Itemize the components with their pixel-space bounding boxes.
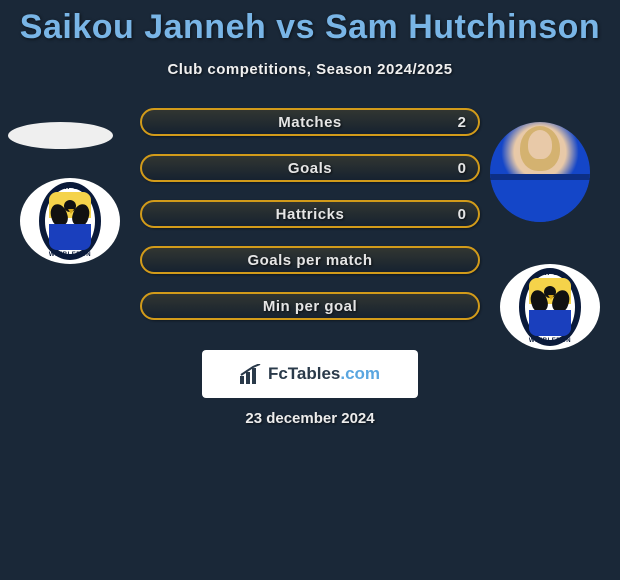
stat-label: Min per goal: [142, 294, 478, 318]
club-right-crest: AFC WIMBLEDON: [500, 264, 600, 350]
bar-chart-icon: [240, 364, 262, 384]
stat-value: 2: [458, 110, 466, 134]
stat-label: Hattricks: [142, 202, 478, 226]
crest-text-top: AFC: [39, 184, 101, 191]
stat-bar-matches: Matches 2: [140, 108, 480, 136]
stat-label: Goals per match: [142, 248, 478, 272]
subtitle: Club competitions, Season 2024/2025: [0, 61, 620, 78]
stat-label: Goals: [142, 156, 478, 180]
player-left-photo: [8, 122, 113, 149]
brand-text: FcTables.com: [268, 364, 380, 384]
club-left-crest: AFC WIMBLEDON: [20, 178, 120, 264]
brand-name: FcTables: [268, 364, 340, 383]
stat-bars: Matches 2 Goals 0 Hattricks 0 Goals per …: [140, 108, 480, 338]
stat-value: 0: [458, 202, 466, 226]
stat-label: Matches: [142, 110, 478, 134]
brand-dot-com: .com: [340, 364, 380, 383]
stat-bar-hattricks: Hattricks 0: [140, 200, 480, 228]
crest-text-top: AFC: [519, 270, 581, 277]
stat-bar-goals-per-match: Goals per match: [140, 246, 480, 274]
stat-bar-goals: Goals 0: [140, 154, 480, 182]
stat-value: 0: [458, 156, 466, 180]
brand-watermark: FcTables.com: [202, 350, 418, 398]
crest-text-bottom: WIMBLEDON: [519, 338, 581, 344]
page-title: Saikou Janneh vs Sam Hutchinson: [0, 0, 620, 47]
stat-bar-min-per-goal: Min per goal: [140, 292, 480, 320]
snapshot-date: 23 december 2024: [0, 410, 620, 427]
crest-text-bottom: WIMBLEDON: [39, 252, 101, 258]
player-right-photo: [490, 122, 590, 222]
